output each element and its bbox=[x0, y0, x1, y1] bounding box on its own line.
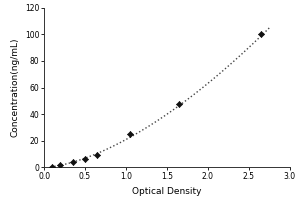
Y-axis label: Concentration(ng/mL): Concentration(ng/mL) bbox=[10, 38, 19, 137]
X-axis label: Optical Density: Optical Density bbox=[132, 187, 202, 196]
